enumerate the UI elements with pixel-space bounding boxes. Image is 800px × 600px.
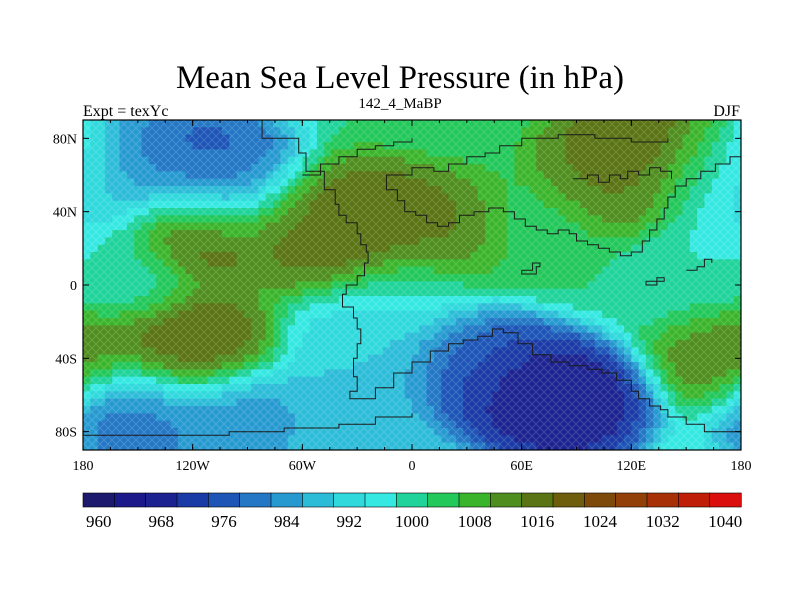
x-tick-label: 60W: [289, 459, 317, 474]
y-tick-label: 80N: [53, 132, 77, 147]
colorbar-swatch: [270, 492, 303, 508]
colorbar-swatch: [82, 492, 115, 508]
colorbar-label: 1032: [646, 512, 680, 531]
colorbar-swatch: [678, 492, 711, 508]
x-tick-label: 120W: [176, 459, 211, 474]
y-tick-label: 40S: [55, 352, 77, 367]
colorbar-label: 992: [337, 512, 363, 531]
coastline: [686, 258, 713, 271]
colorbar-swatch: [239, 492, 272, 508]
colorbar-swatch: [490, 492, 523, 508]
y-tick-label: 40N: [53, 206, 77, 221]
colorbar-label: 1040: [708, 512, 742, 531]
colorbar-swatch: [364, 492, 397, 508]
coastline: [572, 167, 672, 183]
colorbar-swatch: [145, 492, 178, 508]
x-tick-label: 180: [73, 459, 94, 474]
colorbar-swatch: [458, 492, 491, 508]
plot-title: Mean Sea Level Pressure (in hPa): [175, 60, 625, 96]
y-tick-label: 0: [70, 279, 77, 294]
colorbar-swatch: [584, 492, 617, 508]
colorbar-swatch: [427, 492, 460, 508]
x-tick-label: 0: [409, 459, 416, 474]
season-label: DJF: [713, 103, 740, 120]
coastline: [645, 277, 665, 286]
plot-subtitle: 142_4_MaBP: [358, 96, 442, 112]
colorbar-swatch: [615, 492, 648, 508]
colorbar-label: 1008: [458, 512, 492, 531]
colorbar-label: 1016: [520, 512, 554, 531]
colorbar-swatch: [176, 492, 209, 508]
coastline: [261, 120, 741, 436]
colorbar-label: 976: [211, 512, 237, 531]
coastlines: [83, 120, 741, 436]
colorbar-swatch: [646, 492, 679, 508]
colorbar-label: 968: [149, 512, 175, 531]
colorbar: 960 968 976 984 992 1000 1008 1016 1024 1032 1040: [82, 492, 742, 531]
coastline: [302, 138, 413, 176]
colorbar-swatch: [396, 492, 429, 508]
x-tick-label: 60E: [510, 459, 533, 474]
colorbar-swatch: [709, 492, 742, 508]
coastline: [385, 153, 741, 257]
colorbar-label: 984: [274, 512, 300, 531]
colorbar-swatch: [333, 492, 366, 508]
colorbar-swatch: [521, 492, 554, 508]
colorbar-label: 1000: [395, 512, 429, 531]
x-tick-label: 180: [731, 459, 752, 474]
coastline: [521, 262, 541, 275]
experiment-label: Expt = texYc: [83, 103, 169, 120]
x-tick-label: 120E: [617, 459, 647, 474]
coastline: [393, 134, 669, 176]
colorbar-label: 1024: [583, 512, 618, 531]
colorbar-swatch: [552, 492, 585, 508]
colorbar-swatch: [208, 492, 241, 508]
colorbar-swatch: [114, 492, 147, 508]
y-tick-label: 80S: [55, 426, 77, 441]
colorbar-label: 960: [86, 512, 112, 531]
map-axes: 180 120W 60W 0 60E 120E 180 80N 40N 0 40S 80S: [53, 120, 752, 474]
colorbar-swatch: [302, 492, 335, 508]
coastline: [83, 413, 413, 436]
